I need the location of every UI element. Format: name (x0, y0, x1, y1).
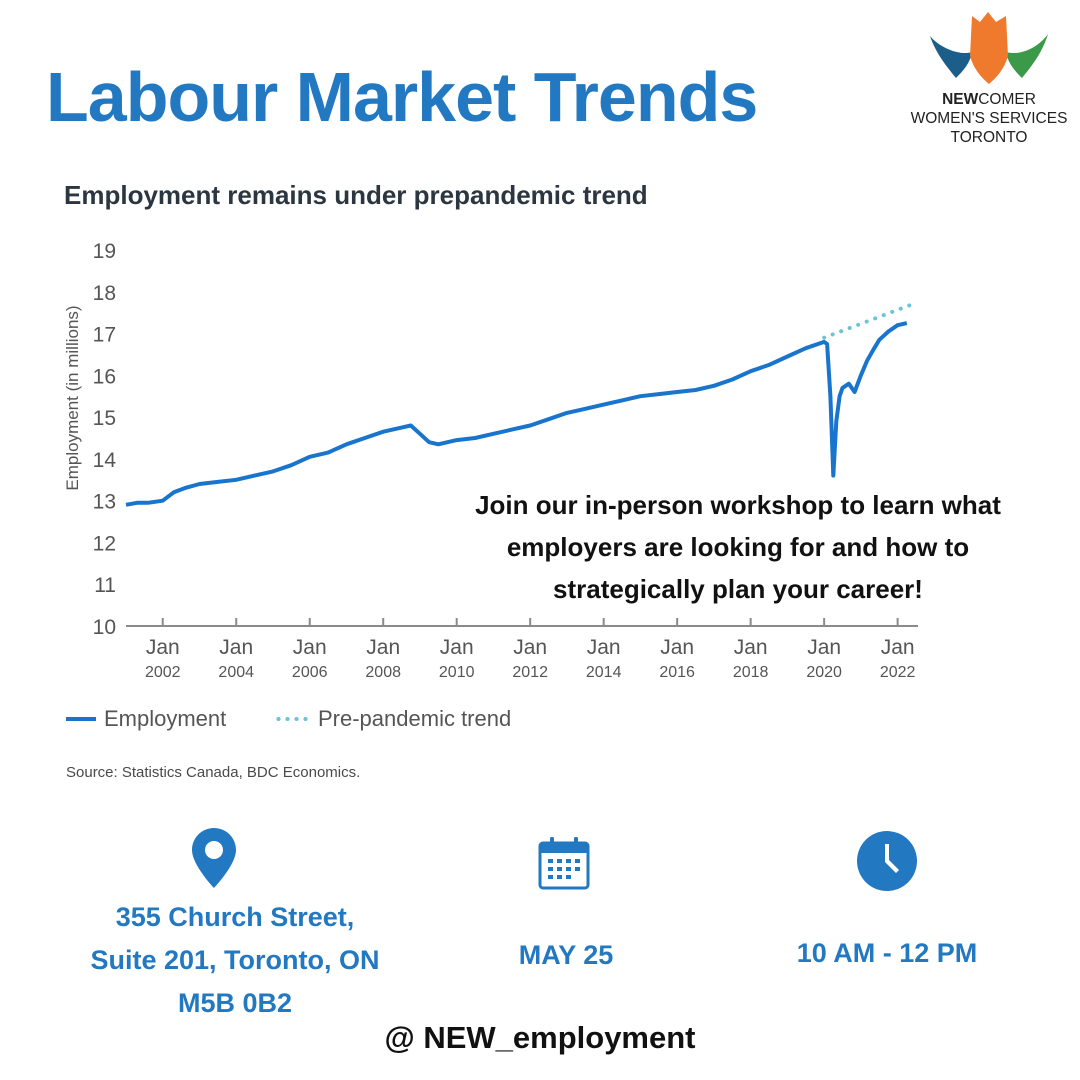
y-tick-label: 13 (93, 491, 116, 514)
x-tick-month: Jan (146, 636, 180, 659)
x-tick-month: Jan (881, 636, 915, 659)
legend-employment: Employment (66, 706, 226, 732)
logo-line-3: TORONTO (950, 129, 1028, 146)
map-pin-icon (192, 828, 236, 888)
employment-chart: 10 11 12 13 14 15 16 17 18 19 Jan 2002 Jan 2004 Jan 20… (63, 240, 918, 681)
y-tick-label: 14 (93, 449, 117, 472)
x-tick-year: 2010 (439, 664, 475, 681)
x-tick-year: 2014 (586, 664, 622, 681)
x-tick-month: Jan (366, 636, 400, 659)
x-tick-year: 2002 (145, 664, 181, 681)
y-tick-label: 11 (94, 574, 116, 597)
callout-line-3: strategically plan your career! (553, 574, 923, 604)
x-tick-month: Jan (440, 636, 474, 659)
workshop-callout: Join our in-person workshop to learn wha… (428, 484, 1048, 610)
x-tick-month: Jan (219, 636, 253, 659)
page-title: Labour Market Trends (46, 58, 758, 136)
x-tick-year: 2018 (733, 664, 769, 681)
pre-pandemic-trend-line (822, 302, 915, 340)
y-tick-label: 17 (93, 324, 116, 347)
callout-line-2: employers are looking for and how to (506, 532, 970, 562)
y-tick-label: 18 (93, 282, 116, 305)
x-tick-year: 2020 (806, 664, 842, 681)
address-line-1: 355 Church Street, (115, 902, 355, 932)
x-tick-month: Jan (734, 636, 768, 659)
x-tick-year: 2004 (218, 664, 254, 681)
logo-line-2: WOMEN'S SERVICES (910, 110, 1068, 127)
x-tick-month: Jan (293, 636, 327, 659)
legend-employment-label: Employment (104, 706, 227, 731)
x-tick-year: 2008 (365, 664, 401, 681)
legend-dotted-swatch (274, 717, 310, 721)
event-time: 10 AM - 12 PM (796, 938, 978, 968)
x-tick-year: 2012 (512, 664, 548, 681)
chart-title: Employment remains under prepandemic tre… (64, 180, 648, 210)
address-line-3: M5B 0B2 (177, 988, 293, 1018)
logo-wordmark: NEWCOMER WOMEN'S SERVICES TORONTO (900, 90, 1078, 147)
x-tick-month: Jan (587, 636, 621, 659)
location-address: 355 Church Street, Suite 201, Toronto, O… (40, 896, 430, 1025)
clock-icon (857, 831, 917, 891)
y-tick-label: 12 (93, 532, 116, 555)
x-tick-year: 2006 (292, 664, 328, 681)
y-tick-label: 10 (93, 616, 116, 639)
callout-line-1: Join our in-person workshop to learn wha… (475, 490, 1001, 520)
employment-series-line (125, 321, 908, 507)
x-tick-month: Jan (807, 636, 841, 659)
y-tick-label: 16 (93, 365, 116, 388)
social-handle: @ NEW_employment (384, 1020, 696, 1055)
y-tick-label: 19 (93, 240, 116, 263)
calendar-icon (538, 837, 590, 890)
address-line-2: Suite 201, Toronto, ON (90, 945, 380, 975)
legend-trend-label: Pre-pandemic trend (318, 706, 512, 731)
logo-name-rest: COMER (978, 91, 1036, 108)
event-date: MAY 25 (518, 940, 614, 970)
legend-trend: Pre-pandemic trend (274, 706, 511, 732)
x-tick-year: 2016 (659, 664, 695, 681)
newcomer-logo: NEWCOMER WOMEN'S SERVICES TORONTO (900, 8, 1078, 158)
x-tick-year: 2022 (880, 664, 916, 681)
chart-source: Source: Statistics Canada, BDC Economics… (66, 764, 361, 781)
y-axis-label: Employment (in millions) (63, 305, 82, 490)
logo-emblem-icon (930, 12, 1048, 84)
legend-solid-swatch (66, 717, 96, 721)
logo-name-bold: NEW (942, 91, 979, 108)
x-tick-month: Jan (660, 636, 694, 659)
y-tick-label: 15 (93, 407, 116, 430)
x-tick-month: Jan (513, 636, 547, 659)
